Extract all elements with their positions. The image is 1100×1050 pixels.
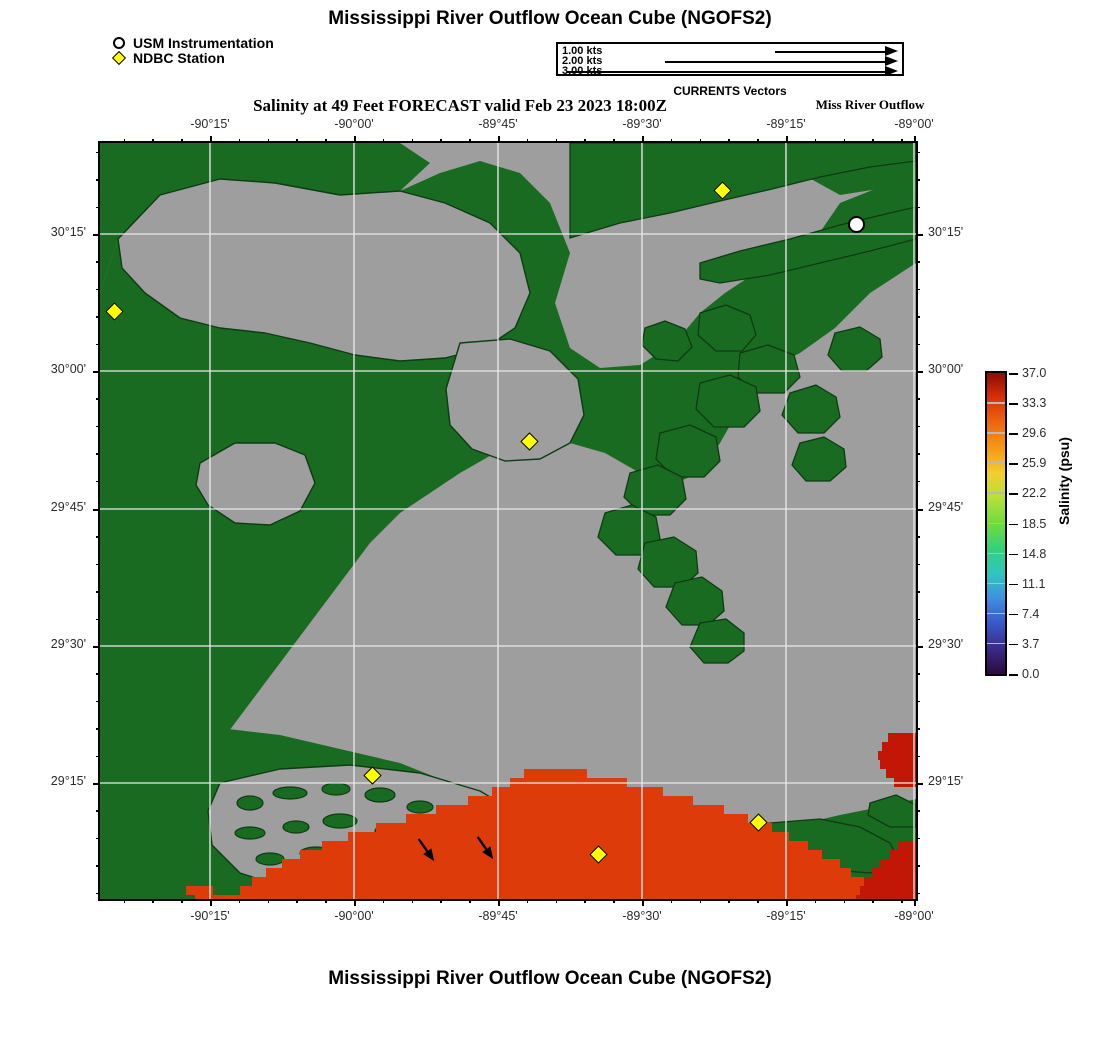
- lon-label-top: -90°15': [190, 117, 230, 131]
- currents-key-label-2: 2.00 kts: [562, 55, 603, 67]
- colorbar-tick: [1009, 553, 1018, 556]
- map-canvas: [100, 143, 916, 899]
- colorbar-tick-label: 33.3: [1022, 396, 1047, 411]
- lat-label-left: 29°45': [50, 500, 86, 514]
- lon-label-bottom: -89°30': [622, 909, 662, 923]
- lat-label-right: 30°15': [928, 225, 964, 239]
- currents-key-caption: CURRENTS Vectors: [673, 84, 787, 98]
- colorbar-tick: [1009, 643, 1018, 646]
- currents-key-row-2: 2.00 kts: [558, 55, 902, 67]
- colorbar-separator: [987, 402, 1005, 404]
- lon-label-bottom: -90°15': [190, 909, 230, 923]
- current-vector-arrow: [417, 838, 435, 862]
- arrowhead-icon: [885, 66, 898, 76]
- current-vector-arrow: [476, 836, 494, 860]
- circle-marker-icon: [112, 36, 129, 51]
- lat-label-left: 29°30': [50, 637, 86, 651]
- lon-label-top: -90°00': [334, 117, 374, 131]
- colorbar-tick-label: 18.5: [1022, 516, 1047, 531]
- colorbar-tick: [1009, 613, 1018, 616]
- lon-label-top: -89°30': [622, 117, 662, 131]
- colorbar-tick-label: 14.8: [1022, 546, 1047, 561]
- colorbar: [985, 371, 1007, 676]
- colorbar-tick: [1009, 403, 1018, 405]
- colorbar-tick-label: 22.2: [1022, 486, 1047, 501]
- lat-label-left: 29°15': [50, 774, 86, 788]
- colorbar-separator: [987, 432, 1005, 434]
- colorbar-title: Salinity (psu): [1056, 437, 1072, 525]
- lon-label-top: -89°15': [766, 117, 806, 131]
- lon-label-top: -89°45': [478, 117, 518, 131]
- footer-title: Mississippi River Outflow Ocean Cube (NG…: [328, 968, 772, 989]
- currents-vector-key: 1.00 kts 2.00 kts 3.00 kts: [556, 42, 904, 77]
- colorbar-separator: [987, 552, 1005, 555]
- colorbar-tick-label: 3.7: [1022, 636, 1040, 651]
- lat-label-left: 30°15': [50, 225, 86, 239]
- colorbar-tick-label: 0.0: [1022, 667, 1040, 681]
- currents-key-line-3: [567, 71, 885, 73]
- lon-label-bottom: -90°00': [334, 909, 374, 923]
- lon-label-bottom: -89°00': [894, 909, 934, 923]
- legend-item-usm: USM Instrumentation: [112, 36, 274, 51]
- colorbar-tick: [1009, 433, 1018, 435]
- colorbar-tick: [1009, 674, 1018, 676]
- colorbar-separator: [987, 462, 1005, 464]
- legend-label-ndbc: NDBC Station: [133, 50, 225, 66]
- currents-key-row-1: 1.00 kts: [558, 45, 902, 57]
- lat-label-right: 29°15': [928, 774, 964, 788]
- currents-key-label-1: 1.00 kts: [562, 45, 603, 57]
- salinity-map[interactable]: [98, 141, 918, 901]
- lon-label-top: -89°00': [894, 117, 934, 131]
- legend-label-usm: USM Instrumentation: [133, 35, 274, 51]
- colorbar-separator: [987, 612, 1005, 615]
- arrowhead-icon: [885, 56, 898, 66]
- diamond-marker-icon: [111, 50, 129, 66]
- legend-item-ndbc: NDBC Station: [111, 50, 274, 66]
- usm-instrumentation-marker[interactable]: [847, 215, 865, 233]
- currents-key-line-2: [665, 61, 885, 63]
- colorbar-tick: [1009, 463, 1018, 465]
- panel-label: Miss River Outflow: [815, 97, 925, 112]
- colorbar-separator: [987, 492, 1005, 494]
- colorbar-tick: [1009, 493, 1018, 495]
- colorbar-separator: [987, 582, 1005, 585]
- colorbar-tick: [1009, 373, 1018, 375]
- colorbar-tick-label: 7.4: [1022, 606, 1040, 621]
- colorbar-tick-label: 29.6: [1022, 426, 1047, 441]
- colorbar-tick-label: 37.0: [1022, 366, 1047, 380]
- currents-key-line-1: [775, 51, 885, 53]
- arrowhead-icon: [885, 46, 898, 56]
- page-title: Mississippi River Outflow Ocean Cube (NG…: [328, 8, 772, 29]
- colorbar-tick-label: 11.1: [1022, 576, 1046, 591]
- colorbar-separator: [987, 642, 1005, 645]
- lon-label-bottom: -89°45': [478, 909, 518, 923]
- colorbar-tick: [1009, 523, 1018, 525]
- lat-label-left: 30°00': [50, 362, 86, 376]
- chart-subtitle: Salinity at 49 Feet FORECAST valid Feb 2…: [253, 96, 667, 115]
- colorbar-tick-label: 25.9: [1022, 456, 1047, 471]
- currents-key-row-3: 3.00 kts: [558, 66, 902, 77]
- lon-label-bottom: -89°15': [766, 909, 806, 923]
- colorbar-separator: [987, 522, 1005, 524]
- station-legend: USM Instrumentation NDBC Station: [111, 36, 274, 66]
- colorbar-tick: [1009, 583, 1018, 586]
